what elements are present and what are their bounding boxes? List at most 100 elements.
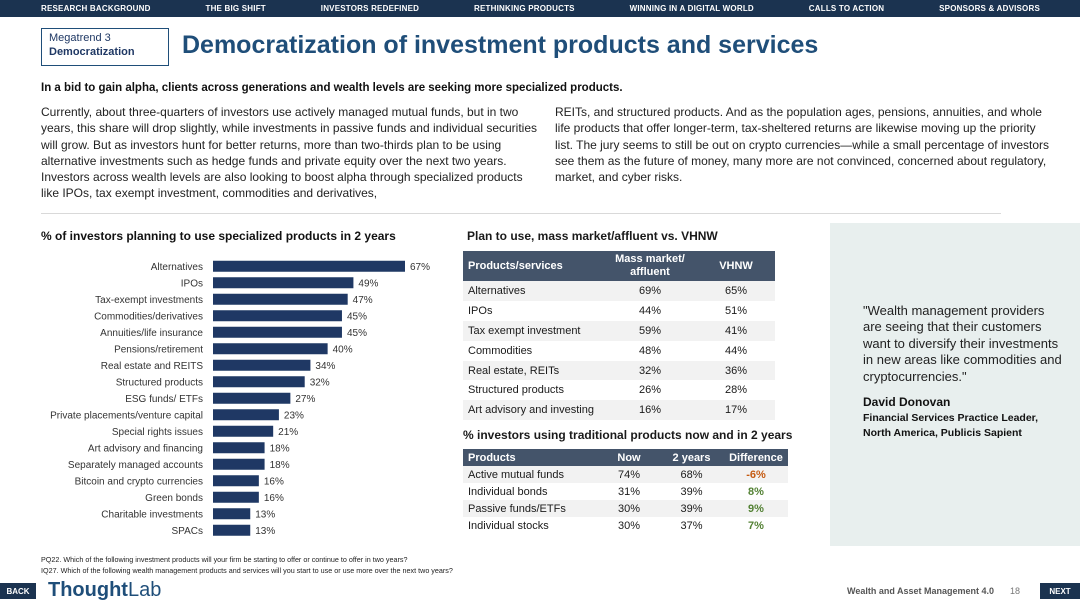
table-cell: 39% xyxy=(680,485,703,498)
nav-the-big-shift[interactable]: THE BIG SHIFT xyxy=(205,4,266,13)
logo-part-light: Lab xyxy=(127,579,162,601)
table-cell: 41% xyxy=(697,320,775,341)
nav-sponsors-advisors[interactable]: SPONSORS & ADVISORS xyxy=(939,4,1040,13)
back-button[interactable]: BACK xyxy=(0,583,36,599)
table-row: Individual stocks 30% 37% 7% xyxy=(463,517,788,534)
bar xyxy=(213,442,265,454)
data-label: 16% xyxy=(264,476,284,487)
category-label: Alternatives xyxy=(151,262,203,273)
table-row: Active mutual funds 74% 68% -6% xyxy=(463,466,788,483)
nav-research-background[interactable]: RESEARCH BACKGROUND xyxy=(41,4,151,13)
table-cell: 65% xyxy=(697,281,775,301)
body-text-right: REITs, and structured products. And as t… xyxy=(555,105,1049,185)
section-divider xyxy=(41,213,1001,214)
category-label: Charitable investments xyxy=(101,509,203,520)
category-label: Private placements/venture capital xyxy=(50,410,203,421)
table-cell: 9% xyxy=(724,500,788,517)
quote-text: "Wealth management providers are seeing … xyxy=(863,303,1062,384)
table-cell: 32% xyxy=(603,360,697,381)
category-label: Tax-exempt investments xyxy=(95,295,203,306)
table-row: Tax exempt investment 59% 41% xyxy=(463,320,775,341)
next-button[interactable]: NEXT xyxy=(1040,583,1080,599)
table-header-row: Products Now 2 years Difference xyxy=(463,449,788,466)
publication-name: Wealth and Asset Management 4.0 xyxy=(847,586,995,596)
megatrend-box: Megatrend 3 Democratization xyxy=(41,28,169,66)
data-label: 47% xyxy=(353,295,373,306)
nav-rethinking-products[interactable]: RETHINKING PRODUCTS xyxy=(474,4,575,13)
megatrend-name: Democratization xyxy=(49,46,135,58)
category-label: Structured products xyxy=(116,377,203,388)
data-label: 27% xyxy=(295,394,315,405)
table-header-cell: Difference xyxy=(724,449,788,466)
data-label: 49% xyxy=(358,278,378,289)
table-cell: 69% xyxy=(603,281,697,301)
data-label: 23% xyxy=(284,410,304,421)
table1-title: Plan to use, mass market/affluent vs. VH… xyxy=(467,229,718,243)
bar xyxy=(213,524,251,536)
table-cell: 68% xyxy=(659,466,724,483)
quote-author-role: Financial Services Practice Leader, Nort… xyxy=(863,412,1039,440)
nav-calls-to-action[interactable]: CALLS TO ACTION xyxy=(808,4,885,13)
table-row: Structured products 26% 28% xyxy=(463,380,775,400)
category-label: IPOs xyxy=(181,278,203,289)
table-cell: Individual bonds xyxy=(468,485,548,498)
table-row: Art advisory and investing 16% 17% xyxy=(463,400,775,421)
data-label: 67% xyxy=(410,262,430,273)
chart-title: % of investors planning to use specializ… xyxy=(41,229,396,243)
table-row: IPOs 44% 51% xyxy=(463,301,775,321)
table-cell: Tax exempt investment xyxy=(463,320,603,341)
table-cell: Commodities xyxy=(468,344,533,357)
page-title: Democratization of investment products a… xyxy=(182,31,819,59)
bar xyxy=(213,458,265,470)
table-cell: Art advisory and investing xyxy=(463,400,603,421)
category-label: ESG funds/ ETFs xyxy=(125,394,203,405)
logo-part-bold: Thought xyxy=(48,579,128,601)
table-row: Real estate, REITs 32% 36% xyxy=(463,360,775,381)
table-header-cell: Products xyxy=(463,449,599,466)
table-cell: IPOs xyxy=(468,304,493,317)
bar xyxy=(213,293,348,305)
table-cell: 7% xyxy=(748,519,764,532)
quote-panel: "Wealth management providers are seeing … xyxy=(830,223,1080,546)
data-label: 13% xyxy=(255,509,275,520)
data-label: 21% xyxy=(278,427,298,438)
table-row: Passive funds/ETFs 30% 39% 9% xyxy=(463,500,788,517)
table-cell: 37% xyxy=(680,519,703,532)
table-cell: 8% xyxy=(748,485,764,498)
bar xyxy=(213,260,405,272)
body-text-left: Currently, about three-quarters of inves… xyxy=(41,105,538,201)
table-cell: Passive funds/ETFs xyxy=(463,500,599,517)
category-label: Special rights issues xyxy=(112,427,203,438)
thoughtlab-logo: ThoughtLab xyxy=(48,579,161,602)
table-cell: Alternatives xyxy=(463,281,603,301)
category-label: SPACs xyxy=(172,526,204,537)
table-cell: Active mutual funds xyxy=(463,466,599,483)
category-label: Pensions/retirement xyxy=(114,344,203,355)
table-cell: 17% xyxy=(697,400,775,421)
nav-investors-redefined[interactable]: INVESTORS REDEFINED xyxy=(320,4,420,13)
category-label: Green bonds xyxy=(145,493,203,504)
data-label: 16% xyxy=(264,493,284,504)
table-cell: 30% xyxy=(617,519,641,532)
table-cell: 36% xyxy=(697,360,775,381)
nav-winning-digital[interactable]: WINNING IN A DIGITAL WORLD xyxy=(629,4,754,13)
table-cell: Structured products xyxy=(468,384,564,397)
category-label: Bitcoin and crypto currencies xyxy=(75,476,203,487)
data-label: 45% xyxy=(347,311,367,322)
table-cell: 31% xyxy=(617,485,641,498)
table-cell: 26% xyxy=(638,384,662,397)
bar xyxy=(213,359,311,371)
page-number: 18 xyxy=(1010,586,1021,596)
data-label: 18% xyxy=(270,443,290,454)
category-label: Real estate and REITS xyxy=(101,361,204,372)
table-header-cell: Products/services xyxy=(463,251,603,281)
bar-chart: Alternatives 67% IPOs 49% Tax-exempt investm… xyxy=(50,260,430,537)
bar xyxy=(213,376,305,388)
category-label: Art advisory and financing xyxy=(88,443,203,454)
table-header-cell: Now xyxy=(599,449,659,466)
table-cell: 16% xyxy=(603,400,697,421)
table-header-row: Products/services Mass market/ affluent … xyxy=(463,251,775,281)
megatrend-number: Megatrend 3 xyxy=(49,32,111,44)
data-label: 34% xyxy=(315,361,335,372)
bar xyxy=(213,475,259,487)
